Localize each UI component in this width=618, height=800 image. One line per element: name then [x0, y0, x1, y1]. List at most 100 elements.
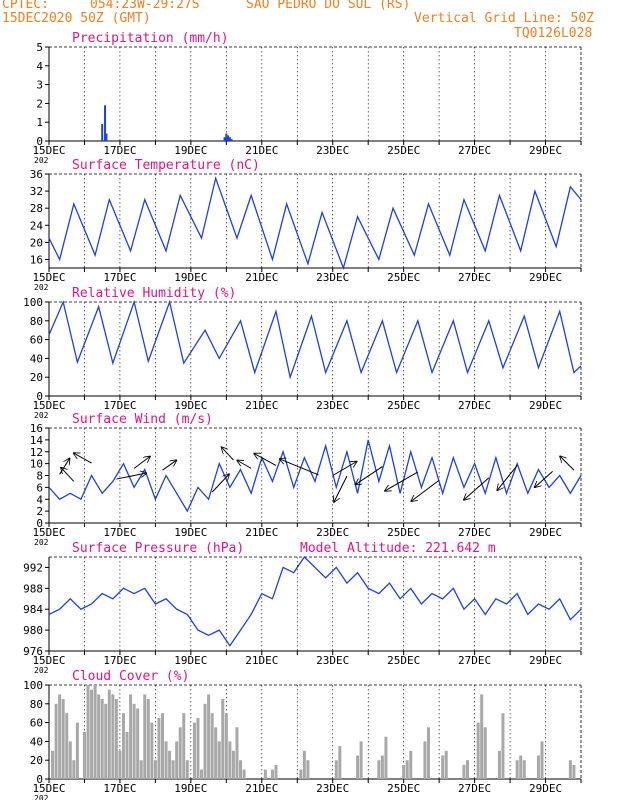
x-tick-label: 29DEC — [529, 271, 562, 284]
y-tick-label: 0 — [36, 517, 43, 530]
x-tick-label: 19DEC — [174, 782, 207, 795]
cloud-bar — [200, 769, 204, 779]
cloud-bar — [536, 755, 540, 779]
cloud-bar — [93, 685, 97, 779]
cloud-bar — [104, 703, 108, 779]
wind-arrow — [464, 477, 490, 500]
rh-series-line — [48, 299, 582, 380]
y-tick-label: 10 — [30, 458, 43, 471]
wind-title: Surface Wind (m/s) — [72, 412, 213, 427]
year-fragment: 202 — [34, 794, 49, 800]
cloud-bar — [444, 750, 448, 779]
cloud-bar — [157, 717, 161, 779]
cloud-bar — [384, 736, 388, 779]
cloud-bar — [263, 769, 267, 779]
x-tick-label: 21DEC — [245, 526, 278, 539]
y-tick-label: 5 — [36, 41, 43, 54]
y-tick-label: 992 — [23, 561, 43, 574]
header-init-time: 15DEC2020 50Z (GMT) — [2, 11, 151, 26]
x-tick-label: 21DEC — [245, 271, 278, 284]
x-tick-label: 21DEC — [245, 144, 278, 157]
x-tick-label: 23DEC — [316, 526, 349, 539]
year-fragment: 202 — [34, 156, 49, 165]
cloud-bar — [519, 755, 523, 779]
precip-bar — [101, 124, 104, 141]
y-tick-label: 100 — [23, 679, 43, 692]
temp-title: Surface Temperature (nC) — [72, 158, 260, 173]
y-tick-label: 976 — [23, 645, 43, 658]
precip-title: Precipitation (mm/h) — [72, 31, 229, 46]
x-tick-label: 15DEC — [32, 782, 65, 795]
x-tick-label: 17DEC — [103, 144, 136, 157]
wind-arrow — [237, 460, 252, 469]
cloud-bar — [185, 760, 189, 779]
x-tick-label: 19DEC — [174, 144, 207, 157]
wind-arrow — [355, 466, 383, 485]
x-tick-label: 25DEC — [387, 144, 420, 157]
y-tick-label: 16 — [30, 253, 43, 266]
x-tick-label: 15DEC — [32, 399, 65, 412]
cloud-bar — [302, 750, 306, 779]
y-tick-label: 32 — [30, 185, 43, 198]
cloud-bar — [334, 760, 338, 779]
temp-series-line — [48, 175, 582, 271]
cloud-bar — [146, 699, 150, 779]
cloud-bar — [160, 713, 164, 779]
x-tick-label: 15DEC — [32, 271, 65, 284]
x-tick-label: 19DEC — [174, 399, 207, 412]
pres-series-line — [48, 555, 582, 647]
y-tick-label: 4 — [36, 60, 43, 73]
cloud-bar — [242, 769, 246, 779]
x-tick-label: 19DEC — [174, 654, 207, 667]
wind-arrow — [254, 453, 277, 466]
x-tick-label: 19DEC — [174, 526, 207, 539]
y-tick-label: 40 — [30, 352, 43, 365]
cloud-bar — [214, 727, 218, 779]
cloud-bar — [51, 750, 55, 779]
cloud-bar — [515, 760, 519, 779]
x-tick-label: 29DEC — [529, 399, 562, 412]
y-tick-label: 14 — [30, 434, 44, 447]
cloud-bar — [150, 722, 154, 779]
x-tick-label: 17DEC — [103, 399, 136, 412]
y-tick-label: 1 — [36, 116, 43, 129]
precip-bar — [225, 133, 228, 141]
x-tick-label: 27DEC — [458, 782, 491, 795]
header-source: CPTEC: — [2, 0, 49, 12]
wind-arrow — [133, 456, 150, 469]
cloud-bar — [228, 741, 232, 779]
cloud-bar — [402, 764, 406, 779]
cloud-bar — [231, 750, 235, 779]
cloud-bar — [210, 713, 214, 779]
cloud-bar — [100, 699, 104, 779]
cloud-bar — [75, 722, 79, 779]
y-tick-label: 2 — [36, 97, 43, 110]
cloud-bar — [111, 694, 115, 779]
x-tick-label: 17DEC — [103, 782, 136, 795]
x-tick-label: 23DEC — [316, 782, 349, 795]
cloud-bar — [270, 769, 274, 779]
temp-panel: 16 20 24 28 32 36 15DEC 17DEC 19DEC 21DEC 23DEC 25D… — [30, 158, 582, 292]
x-tick-label: 25DEC — [387, 271, 420, 284]
wind-arrow — [334, 475, 348, 502]
cloud-bar — [153, 760, 157, 779]
model-altitude: Model Altitude: 221.642 m — [300, 541, 496, 556]
y-tick-label: 20 — [30, 371, 43, 384]
x-tick-label: 29DEC — [529, 526, 562, 539]
cloud-bar — [338, 746, 342, 779]
cloud-bar — [125, 732, 129, 779]
cloud-bar — [203, 703, 207, 779]
cloud-bar — [497, 750, 501, 779]
cloud-bar — [568, 760, 572, 779]
cloud-bar — [171, 760, 175, 779]
rh-title: Relative Humidity (%) — [72, 286, 236, 301]
x-tick-label: 27DEC — [458, 526, 491, 539]
cloud-bar — [207, 694, 211, 779]
y-tick-label: 80 — [30, 315, 43, 328]
wind-arrow — [280, 459, 319, 476]
cloud-bar — [483, 727, 487, 779]
x-tick-label: 25DEC — [387, 526, 420, 539]
cloud-bar — [441, 755, 445, 779]
year-fragment: 202 — [34, 538, 49, 547]
